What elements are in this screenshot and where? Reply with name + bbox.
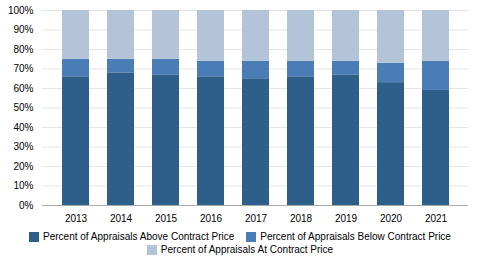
svg-text:50%: 50%: [13, 102, 33, 113]
svg-text:0%: 0%: [19, 200, 34, 211]
svg-text:2017: 2017: [245, 213, 268, 224]
svg-text:20%: 20%: [13, 161, 33, 172]
svg-text:90%: 90%: [13, 24, 33, 35]
html-text:Percent of Appraisals Below Co: Percent of Appraisals Below Contract Pri…: [260, 231, 451, 242]
svg-text:2020: 2020: [380, 213, 403, 224]
html-text:Percent of Appraisals Above Co: Percent of Appraisals Above Contract Pri…: [43, 231, 235, 242]
svg-text:2015: 2015: [155, 213, 178, 224]
svg-text:80%: 80%: [13, 44, 33, 55]
svg-text:2014: 2014: [110, 213, 133, 224]
svg-text:2019: 2019: [335, 213, 358, 224]
svg-text:60%: 60%: [13, 83, 33, 94]
svg-text:2021: 2021: [425, 213, 448, 224]
svg-text:2018: 2018: [290, 213, 313, 224]
svg-text:70%: 70%: [13, 63, 33, 74]
svg-text:40%: 40%: [13, 122, 33, 133]
svg-text:2013: 2013: [65, 213, 88, 224]
html-text:Percent of Appraisals At Contr: Percent of Appraisals At Contract Price: [160, 244, 334, 255]
svg-text:30%: 30%: [13, 141, 33, 152]
svg-text:10%: 10%: [13, 180, 33, 191]
svg-text:2016: 2016: [200, 213, 223, 224]
svg-text:100%: 100%: [8, 5, 34, 16]
